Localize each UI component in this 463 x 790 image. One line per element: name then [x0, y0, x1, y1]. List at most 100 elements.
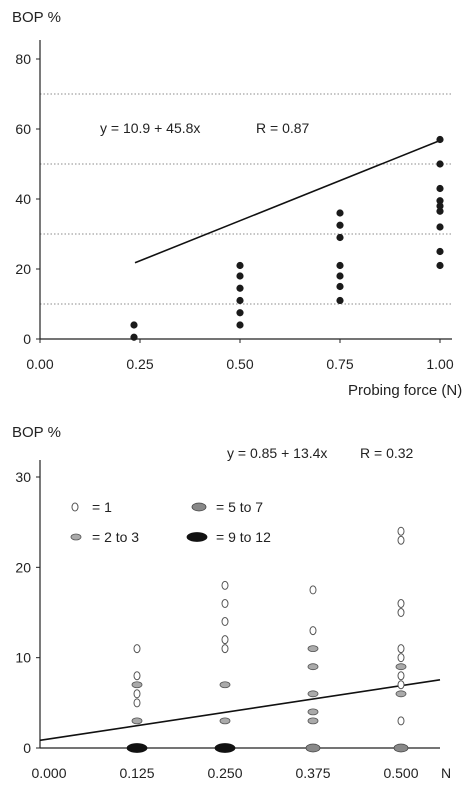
- bottom-y-tick-label: 10: [15, 650, 31, 666]
- bottom-data-point: [221, 644, 229, 654]
- bottom-data-point: [397, 598, 405, 608]
- bottom-x-tick-label: 0.125: [119, 765, 154, 781]
- bottom-data-point: [307, 645, 319, 653]
- bottom-data-point: [219, 681, 231, 689]
- top-data-points: [130, 135, 444, 341]
- bottom-data-point: [305, 743, 321, 753]
- top-data-point: [336, 221, 344, 229]
- bottom-data-point: [221, 617, 229, 627]
- bottom-data-point: [397, 526, 405, 536]
- top-x-tick-label: 0.50: [226, 356, 253, 372]
- top-data-point: [436, 202, 444, 210]
- bottom-y-tick-label: 0: [23, 740, 31, 756]
- bottom-regression-line: [39, 679, 441, 742]
- bottom-y-tick-label: 30: [15, 469, 31, 485]
- legend: = 1 = 5 to 7 = 2 to 3 = 9 to 12: [70, 499, 271, 545]
- bottom-y-tick-label: 20: [15, 559, 31, 575]
- bottom-data-point: [221, 580, 229, 590]
- top-xlabel: Probing force (N): [348, 382, 462, 399]
- legend-label-5-7: = 5 to 7: [216, 499, 263, 515]
- chart-top: BOP % 0 20 40 60 80 0.00 0.25 0.50 0.75 1.00 y =…: [12, 9, 462, 399]
- bottom-data-point: [397, 608, 405, 617]
- bottom-x-ticks: 0.000 0.125 0.250 0.375 0.500 N: [31, 765, 451, 781]
- bottom-data-points: [126, 526, 409, 753]
- bottom-data-point: [309, 585, 317, 595]
- top-data-point: [130, 333, 138, 341]
- bottom-data-point: [219, 717, 231, 725]
- bottom-data-point: [221, 598, 229, 608]
- bottom-data-point: [397, 671, 405, 681]
- top-data-point: [436, 197, 444, 205]
- top-data-point: [130, 321, 138, 329]
- top-x-tick-label: 0.00: [26, 356, 53, 372]
- bottom-data-point: [397, 653, 405, 663]
- bottom-x-tick-label: 0.250: [207, 765, 242, 781]
- legend-symbol-2-3: [70, 533, 82, 541]
- legend-label-2-3: = 2 to 3: [92, 529, 139, 545]
- top-data-point: [336, 261, 344, 270]
- top-data-point: [236, 272, 244, 280]
- bottom-data-point: [397, 716, 405, 726]
- bottom-equation: y = 0.85 + 13.4x: [227, 445, 327, 461]
- top-data-point: [436, 184, 444, 193]
- top-x-ticks: 0.00 0.25 0.50 0.75 1.00: [26, 339, 454, 372]
- top-data-point: [336, 296, 344, 305]
- top-x-tick-label: 0.25: [126, 356, 153, 372]
- bottom-data-point: [397, 680, 405, 690]
- top-data-point: [236, 309, 244, 317]
- top-y-tick-label: 0: [23, 331, 31, 347]
- bottom-data-point: [133, 671, 141, 681]
- legend-symbol-1: [71, 502, 79, 512]
- top-y-tick-label: 20: [15, 261, 31, 277]
- chart-bottom: BOP % y = 0.85 + 13.4x R = 0.32 0102030 …: [12, 424, 451, 781]
- bottom-data-point: [133, 689, 141, 699]
- bottom-xlabel: N: [441, 765, 451, 781]
- bottom-data-point: [393, 743, 409, 753]
- top-data-point: [236, 321, 244, 329]
- bottom-data-point: [307, 663, 319, 671]
- bottom-x-tick-label: 0.000: [31, 765, 66, 781]
- top-x-tick-label: 1.00: [426, 356, 453, 372]
- top-equation: y = 10.9 + 45.8x: [100, 120, 200, 136]
- legend-label-1: = 1: [92, 499, 112, 515]
- top-data-point: [336, 282, 344, 291]
- bottom-data-point: [126, 743, 148, 753]
- legend-symbol-9-12: [186, 532, 208, 542]
- top-data-point: [436, 223, 444, 231]
- top-data-point: [436, 261, 444, 270]
- bottom-data-point: [221, 635, 229, 645]
- top-data-point: [436, 207, 444, 215]
- bottom-x-tick-label: 0.500: [383, 765, 418, 781]
- top-y-tick-label: 40: [15, 191, 31, 207]
- bottom-data-point: [307, 717, 319, 725]
- bottom-ylabel: BOP %: [12, 424, 61, 441]
- bottom-y-ticks: 0 10 20 30: [15, 469, 40, 756]
- legend-label-9-12: = 9 to 12: [216, 529, 271, 545]
- top-data-point: [436, 135, 444, 144]
- top-r-value: R = 0.87: [256, 120, 310, 136]
- bottom-data-point: [131, 681, 143, 689]
- top-data-point: [436, 247, 444, 256]
- bottom-data-point: [131, 717, 143, 725]
- top-x-tick-label: 0.75: [326, 356, 353, 372]
- bottom-data-point: [397, 644, 405, 654]
- top-data-point: [236, 284, 244, 292]
- legend-symbol-5-7: [191, 502, 207, 512]
- bottom-x-tick-label: 0.375: [295, 765, 330, 781]
- top-y-ticks: 0 20 40 60 80: [15, 51, 40, 347]
- bottom-data-point: [214, 743, 236, 753]
- top-regression-line: [134, 139, 441, 264]
- top-data-point: [436, 160, 444, 168]
- top-data-point: [336, 272, 344, 280]
- top-data-point: [336, 209, 344, 217]
- bottom-data-point: [133, 698, 141, 708]
- bottom-r-value: R = 0.32: [360, 445, 414, 461]
- bottom-data-point: [395, 690, 407, 698]
- top-data-point: [336, 233, 344, 242]
- top-y-tick-label: 60: [15, 121, 31, 137]
- bottom-data-point: [307, 708, 319, 716]
- top-ylabel: BOP %: [12, 9, 61, 26]
- bottom-data-point: [309, 626, 317, 636]
- bottom-data-point: [395, 663, 407, 671]
